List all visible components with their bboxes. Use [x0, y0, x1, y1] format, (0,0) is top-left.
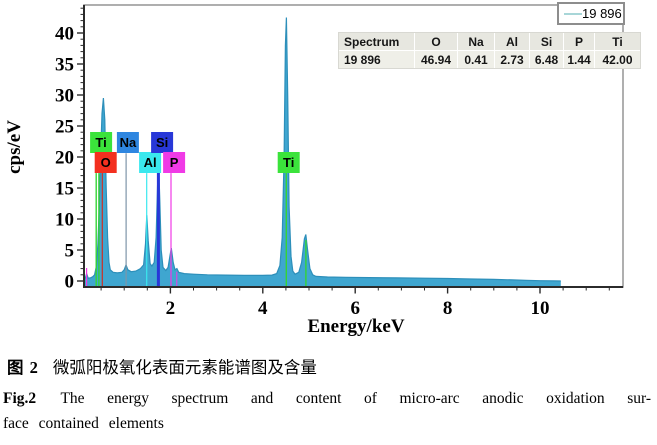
- element-label-box-P: [163, 152, 186, 173]
- eds-spectrum-chart: Ti O Na Al Si P Ti 0 5 10 15 20 25 30 35 40 2 4 6 8 10: [55, 4, 624, 319]
- element-label-box-Al: [139, 152, 162, 173]
- x-axis-ticks: 2 4 6 8 10: [100, 287, 610, 319]
- caption-en-text1: The energy spectrum and content of micro…: [60, 390, 651, 407]
- element-label-box-Na: [116, 132, 139, 153]
- table-header-Spectrum: Spectrum: [339, 33, 414, 50]
- legend-label: 19 896: [582, 6, 622, 21]
- element-label-Si-Ka: Si: [151, 132, 174, 153]
- quantification-table: Spectrum O Na Al Si P Ti 19 896 46.94 0.41 2.73 6.4…: [338, 32, 641, 69]
- element-label-Na-Ka: Na: [116, 132, 139, 153]
- element-label-Al-Ka: Al: [139, 152, 162, 173]
- element-label-text-Si: Si: [156, 135, 168, 150]
- table-header-Na: Na: [458, 33, 494, 50]
- table-header-Ti: Ti: [595, 33, 640, 50]
- legend: 19 896: [557, 2, 625, 25]
- element-label-box-Ti: [277, 152, 300, 173]
- table-header-P: P: [564, 33, 594, 50]
- svg-text:15: 15: [55, 179, 74, 200]
- svg-text:2: 2: [166, 298, 176, 319]
- legend-line-swatch: [564, 12, 582, 15]
- element-label-text-P: P: [170, 155, 179, 170]
- table-header-O: O: [415, 33, 457, 50]
- svg-text:35: 35: [55, 55, 74, 76]
- element-label-P-Ka: P: [163, 152, 186, 173]
- svg-text:6: 6: [350, 298, 360, 319]
- caption-chinese: 图 2 微弧阳极氧化表面元素能谱图及含量: [7, 354, 317, 378]
- svg-text:30: 30: [55, 86, 74, 107]
- element-label-box-Ti: [90, 132, 113, 153]
- svg-text:0: 0: [65, 272, 75, 293]
- y-axis-ticks: 0 5 10 15 20 25 30 35 40: [55, 7, 84, 293]
- caption-english-line2: face contained elements: [3, 415, 164, 432]
- element-label-Ti-La: Ti: [90, 132, 113, 153]
- svg-text:8: 8: [443, 298, 453, 319]
- table-cell-P: 1.44: [564, 51, 594, 68]
- element-label-box-O: [94, 152, 117, 173]
- element-label-box-Si: [151, 132, 174, 153]
- svg-text:4: 4: [258, 298, 268, 319]
- element-label-O-Ka: O: [94, 152, 117, 173]
- element-label-text-Na: Na: [120, 135, 137, 150]
- caption-zh-text: 微弧阳极氧化表面元素能谱图及含量: [52, 358, 317, 377]
- element-label-text-O: O: [101, 155, 111, 170]
- table-header-Al: Al: [495, 33, 529, 50]
- y-axis-title: cps/eV: [4, 120, 25, 174]
- svg-text:40: 40: [55, 24, 74, 45]
- svg-text:25: 25: [55, 117, 74, 138]
- table-cell-Spectrum: 19 896: [339, 51, 414, 68]
- element-label-text-Ti: Ti: [95, 135, 106, 150]
- table-cell-Ti: 42.00: [595, 51, 640, 68]
- x-axis-title: Energy/keV: [307, 316, 405, 337]
- table-cell-Na: 0.41: [458, 51, 494, 68]
- table-cell-Si: 6.48: [530, 51, 563, 68]
- svg-text:5: 5: [65, 241, 75, 262]
- element-label-text-Al: Al: [144, 155, 157, 170]
- table-cell-O: 46.94: [415, 51, 457, 68]
- caption-english-line1: Fig.2 The energy spectrum and content of…: [3, 390, 651, 408]
- element-label-text-Ti: Ti: [283, 155, 294, 170]
- svg-text:20: 20: [55, 148, 74, 169]
- caption-en-figure-label: Fig.2: [3, 390, 37, 407]
- svg-text:10: 10: [531, 298, 550, 319]
- element-label-Ti-Ka: Ti: [277, 152, 300, 173]
- table-header-Si: Si: [530, 33, 563, 50]
- table-cell-Al: 2.73: [495, 51, 529, 68]
- caption-zh-figure-label: 图 2: [7, 358, 39, 377]
- svg-text:10: 10: [55, 210, 74, 231]
